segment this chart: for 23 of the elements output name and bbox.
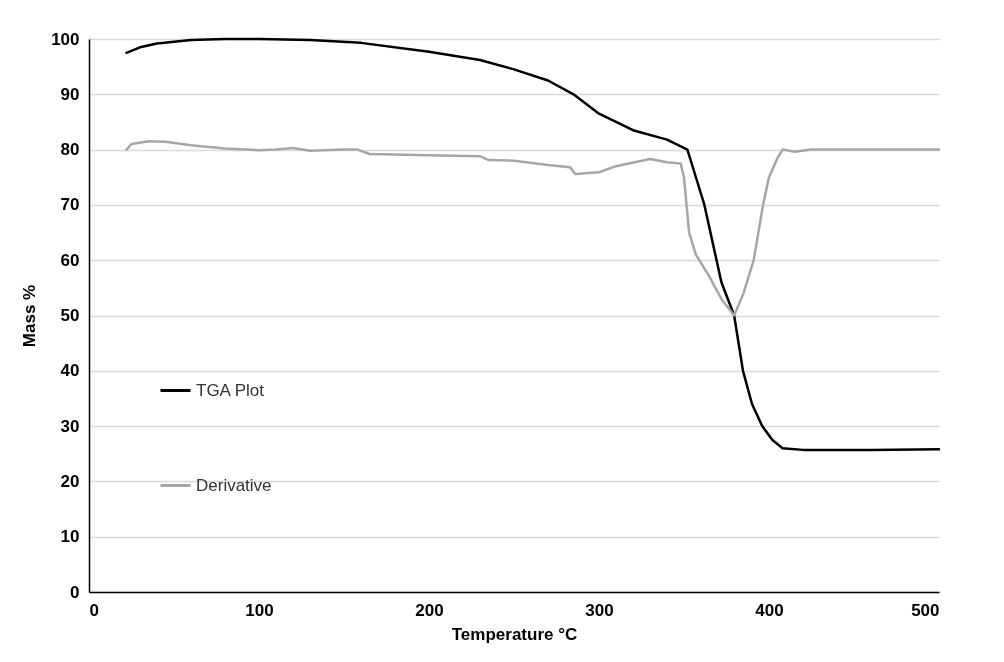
y-tick-label: 100 [51, 29, 80, 49]
y-tick-label: 20 [60, 471, 80, 491]
legend-label: Derivative [196, 475, 272, 495]
y-tick-label: 60 [60, 250, 80, 270]
x-tick-label: 300 [585, 600, 614, 620]
y-axis-title: Mass % [20, 284, 40, 348]
x-tick-label: 100 [245, 600, 274, 620]
y-tick-label: 40 [60, 361, 80, 381]
y-tick-label: 70 [60, 195, 80, 215]
line-series [125, 140, 941, 317]
y-tick-label: 80 [60, 140, 80, 160]
legend-label: TGA Plot [196, 380, 265, 400]
x-tick-label: 0 [89, 600, 99, 620]
x-tick-label: 200 [415, 600, 444, 620]
y-tick-label: 0 [70, 582, 80, 602]
y-tick-label: 30 [60, 416, 80, 436]
x-tick-label: 500 [911, 600, 940, 620]
line-series [125, 37, 941, 452]
x-axis-title: Temperature °C [451, 624, 578, 644]
y-tick-label: 50 [60, 306, 80, 325]
y-tick-label: 90 [60, 84, 80, 104]
x-tick-label: 400 [755, 600, 784, 620]
y-tick-label: 10 [60, 527, 80, 547]
